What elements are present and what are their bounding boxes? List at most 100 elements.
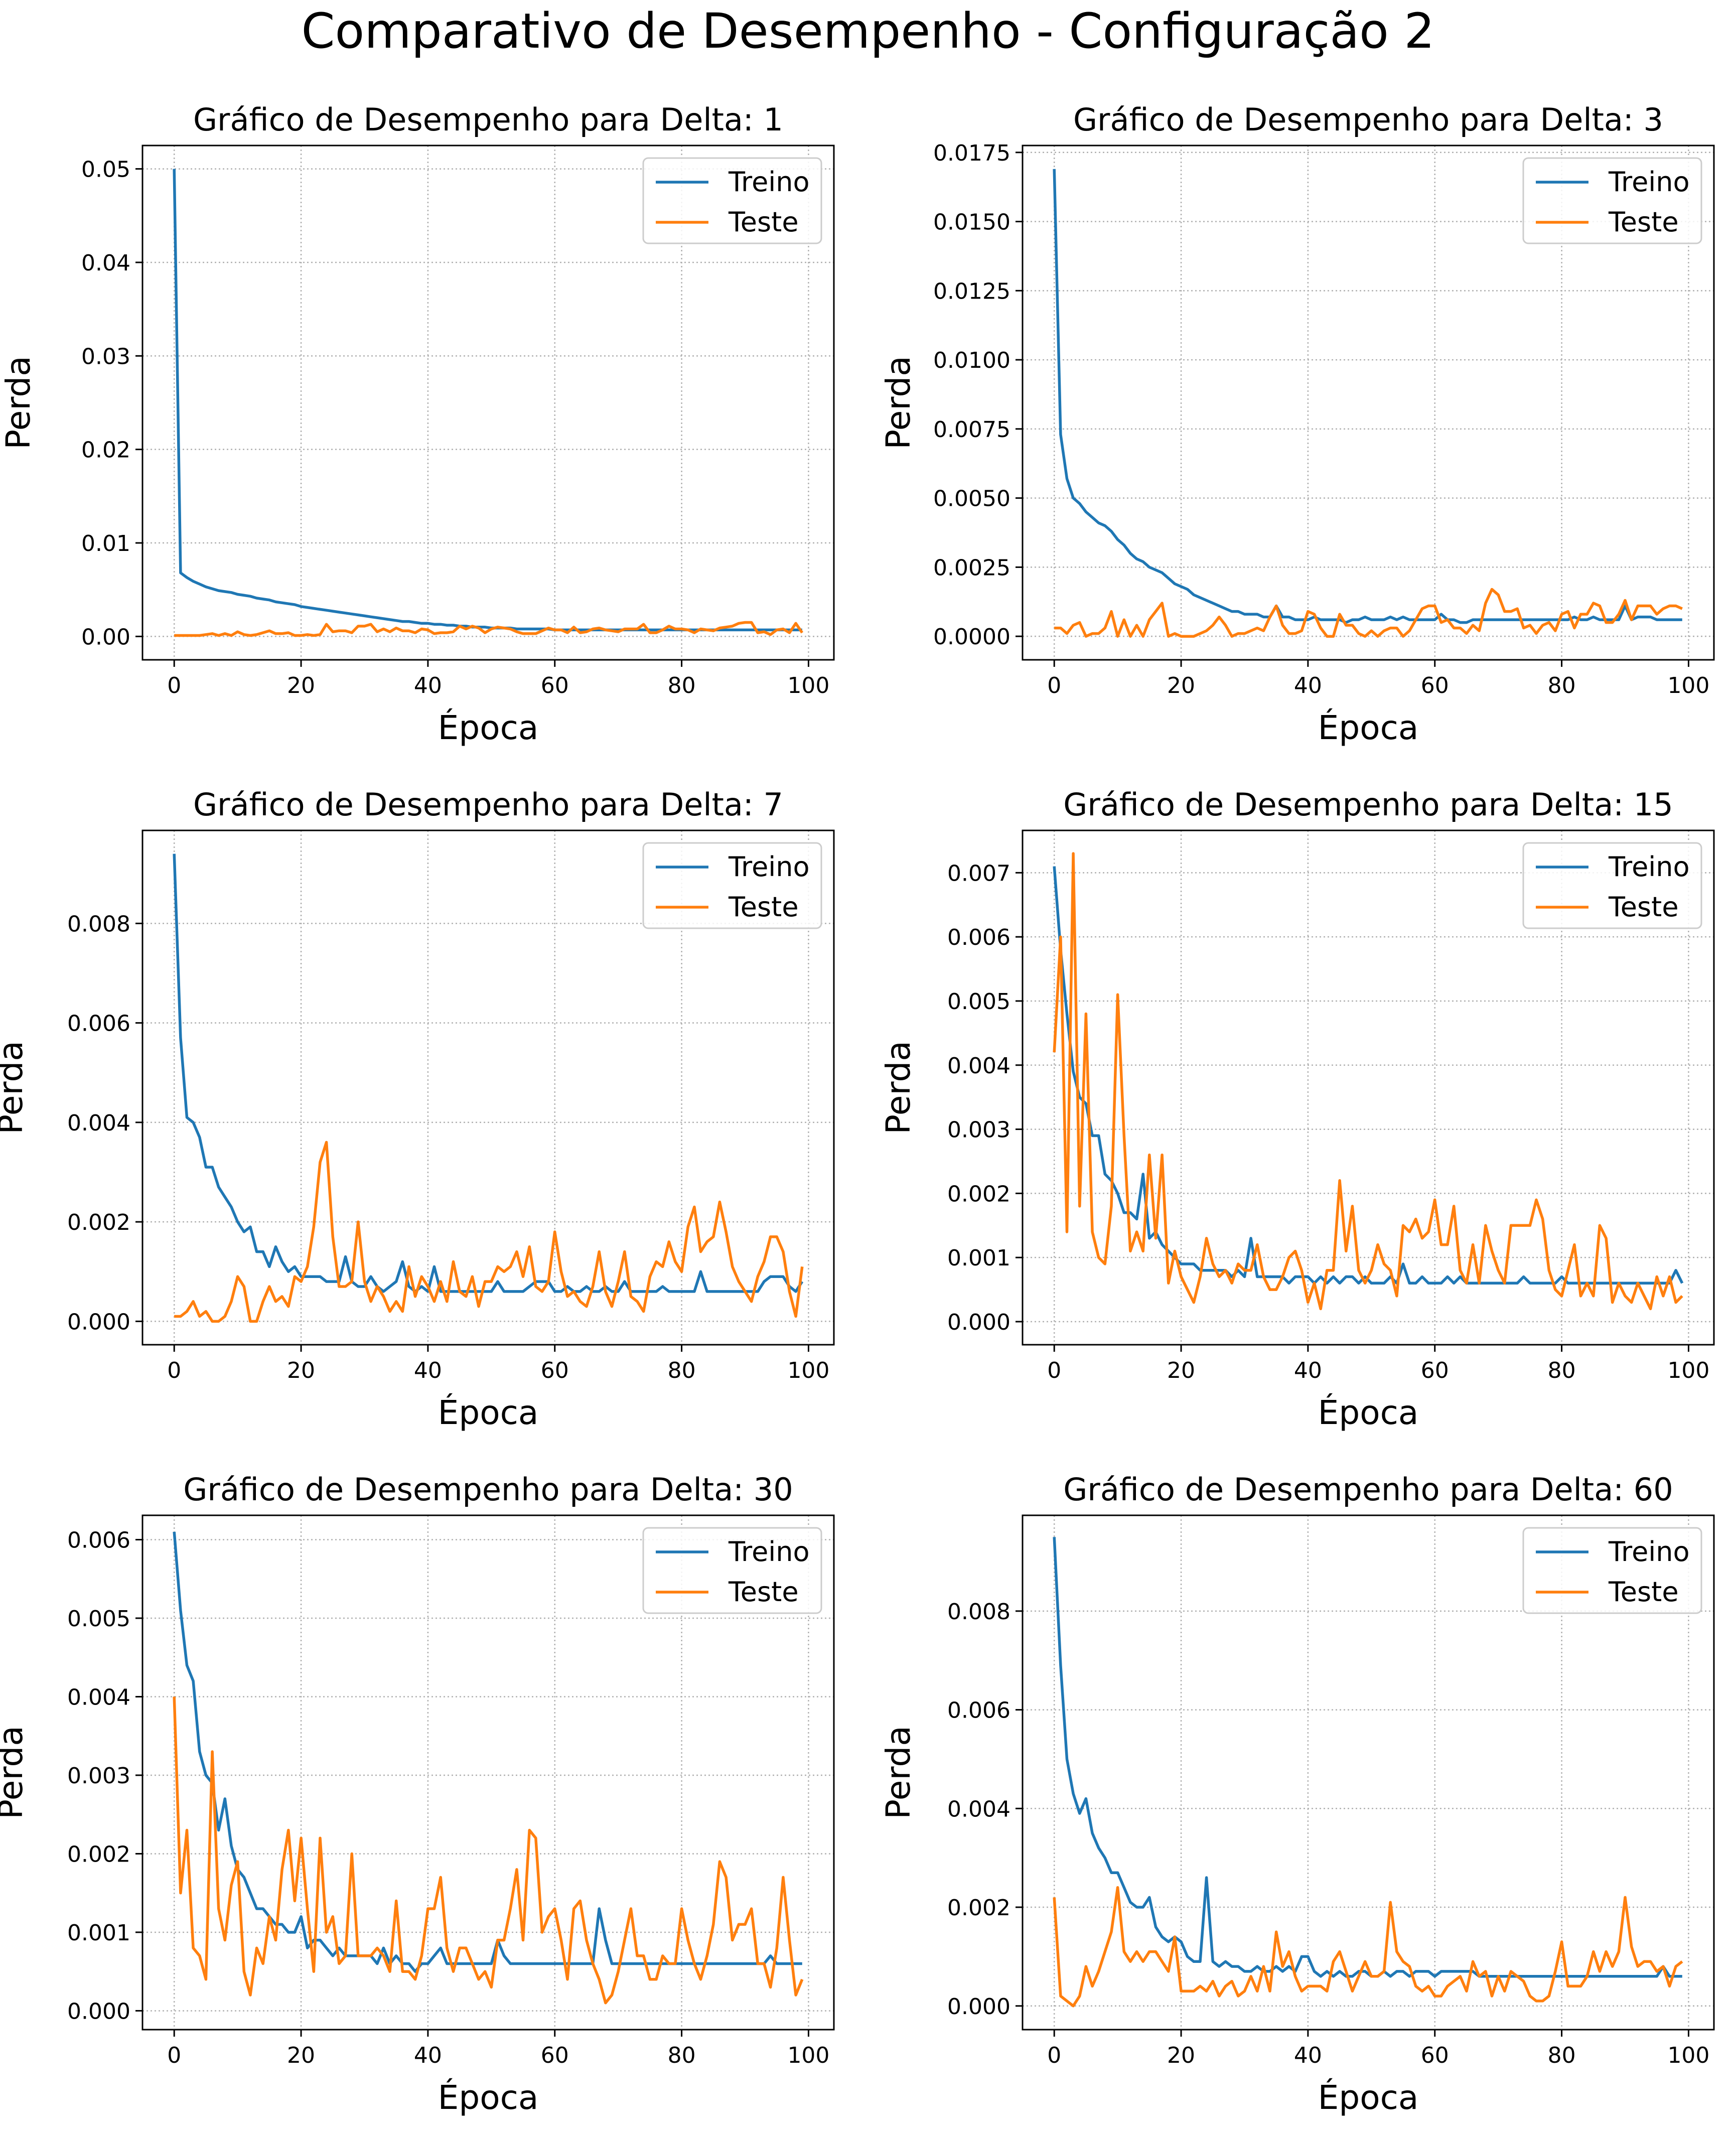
y-tick-label: 0.003 <box>947 1117 1010 1143</box>
x-axis-label: Época <box>438 708 539 747</box>
plot-frame <box>141 145 835 661</box>
x-tick-label: 0 <box>1047 673 1061 698</box>
y-tick-label: 0.008 <box>67 911 130 937</box>
y-tick-label: 0.02 <box>81 438 130 463</box>
y-tick-label: 0.00 <box>81 624 130 650</box>
legend-label-treino: Treino <box>1608 166 1690 198</box>
x-tick-label: 100 <box>787 1358 829 1383</box>
y-tick-label: 0.000 <box>947 1994 1010 2020</box>
series-line-treino <box>173 853 804 1293</box>
subplot-6: 0 20 40 60 80 100 0.000 0.002 0.004 0.006 0.008 Grá… <box>879 1471 1715 2117</box>
x-tick-label: 80 <box>668 2043 696 2068</box>
y-tick-label: 0.002 <box>947 1181 1010 1207</box>
y-tick-label: 0.004 <box>947 1053 1010 1079</box>
x-tick-label: 20 <box>1167 673 1195 698</box>
legend: Treino Teste <box>642 842 822 929</box>
x-tick-label: 0 <box>167 2043 181 2068</box>
y-tick-label: 0.05 <box>81 157 130 183</box>
y-tick-label: 0.0050 <box>933 486 1010 512</box>
y-tick-label: 0.0025 <box>933 555 1010 581</box>
y-tick-label: 0.0125 <box>933 278 1010 304</box>
series-line-teste <box>1053 852 1683 1311</box>
y-tick-label: 0.006 <box>67 1011 130 1037</box>
y-tick-label: 0.002 <box>67 1210 130 1235</box>
x-tick-label: 20 <box>287 673 315 698</box>
y-tick-label: 0.000 <box>67 1309 130 1335</box>
legend-label-teste: Teste <box>728 1576 799 1608</box>
y-axis-label: Perda <box>879 1726 918 1819</box>
subplot-title: Gráfico de Desempenho para Delta: 15 <box>1063 786 1673 823</box>
y-tick-label: 0.01 <box>81 531 130 556</box>
x-tick-label: 80 <box>1548 673 1576 698</box>
figure-suptitle: Comparativo de Desempenho - Configuração… <box>302 3 1435 59</box>
subplots-grid: 0 20 40 60 80 100 0.00 0.01 0.02 0.03 0.04 0.05 Gráf… <box>0 101 1715 2117</box>
x-tick-label: 60 <box>541 673 569 698</box>
legend-label-treino: Treino <box>1608 1536 1690 1568</box>
y-tick-label: 0.006 <box>947 925 1010 950</box>
legend: Treino Teste <box>1522 842 1702 929</box>
x-axis-label: Época <box>1318 1393 1419 1432</box>
y-tick-label: 0.004 <box>67 1684 130 1710</box>
y-tick-label: 0.0000 <box>933 624 1010 650</box>
x-tick-label: 20 <box>1167 1358 1195 1383</box>
x-tick-label: 40 <box>1294 1358 1322 1383</box>
x-tick-label: 60 <box>1421 1358 1449 1383</box>
legend-label-teste: Teste <box>1608 1576 1679 1608</box>
subplot-5: 0 20 40 60 80 100 0.000 0.001 0.002 0.003 0.004 0.0… <box>0 1471 835 2117</box>
y-axis-label: Perda <box>0 1726 30 1819</box>
plot-frame <box>141 1514 835 2031</box>
series-line-treino <box>1053 866 1684 1285</box>
y-tick-label: 0.005 <box>947 989 1010 1015</box>
x-tick-label: 40 <box>414 2043 442 2068</box>
series-line-teste <box>174 621 804 637</box>
y-tick-label: 0.003 <box>67 1763 130 1789</box>
y-tick-label: 0.0175 <box>933 140 1010 166</box>
legend-label-teste: Teste <box>1608 891 1679 923</box>
plot-frame <box>1022 829 1715 1346</box>
y-tick-label: 0.03 <box>81 344 130 369</box>
x-tick-label: 40 <box>414 673 442 698</box>
x-tick-label: 80 <box>668 673 696 698</box>
series-line-teste <box>173 1696 804 2005</box>
series-line-teste <box>1054 588 1683 638</box>
y-tick-label: 0.001 <box>67 1920 130 1946</box>
x-tick-label: 60 <box>1421 2043 1449 2068</box>
subplot-title: Gráfico de Desempenho para Delta: 30 <box>183 1471 793 1508</box>
x-tick-label: 0 <box>1047 1358 1061 1383</box>
x-tick-label: 60 <box>1421 673 1449 698</box>
y-tick-label: 0.000 <box>67 1999 130 2024</box>
subplot-3: 0 20 40 60 80 100 0.000 0.002 0.004 0.006 0.008 Grá… <box>0 786 835 1432</box>
x-axis-label: Época <box>438 1393 539 1432</box>
x-tick-label: 0 <box>167 1358 181 1383</box>
y-axis-label: Perda <box>879 356 918 449</box>
subplot-title: Gráfico de Desempenho para Delta: 1 <box>193 101 783 138</box>
y-tick-label: 0.001 <box>947 1245 1010 1271</box>
legend-label-teste: Teste <box>728 891 799 923</box>
x-tick-label: 100 <box>1667 673 1709 698</box>
x-tick-label: 100 <box>787 673 829 698</box>
series-line-teste <box>174 1141 804 1323</box>
x-tick-label: 40 <box>1294 2043 1322 2068</box>
subplot-2: 0 20 40 60 80 100 0.0000 0.0025 0.0050 0.0075 0.01… <box>879 101 1715 747</box>
legend: Treino Teste <box>1522 157 1702 244</box>
legend-label-treino: Treino <box>728 851 810 883</box>
x-tick-label: 0 <box>1047 2043 1061 2068</box>
y-tick-label: 0.0150 <box>933 210 1010 235</box>
y-axis-label: Perda <box>0 356 38 449</box>
x-axis-label: Época <box>438 2078 539 2117</box>
y-axis-label: Perda <box>0 1041 30 1134</box>
x-tick-label: 100 <box>787 2043 829 2068</box>
legend: Treino Teste <box>642 1527 822 1614</box>
y-tick-label: 0.006 <box>67 1528 130 1553</box>
x-tick-label: 20 <box>287 2043 315 2068</box>
plot-frame <box>1022 1514 1715 2031</box>
y-tick-label: 0.004 <box>67 1110 130 1136</box>
plot-frame <box>1022 145 1715 661</box>
subplot-4: 0 20 40 60 80 100 0.000 0.001 0.002 0.003 0.004 0.0… <box>879 786 1715 1432</box>
legend: Treino Teste <box>642 157 822 244</box>
y-tick-label: 0.04 <box>81 250 130 276</box>
y-tick-label: 0.002 <box>67 1841 130 1867</box>
x-tick-label: 60 <box>541 2043 569 2068</box>
x-tick-label: 40 <box>1294 673 1322 698</box>
